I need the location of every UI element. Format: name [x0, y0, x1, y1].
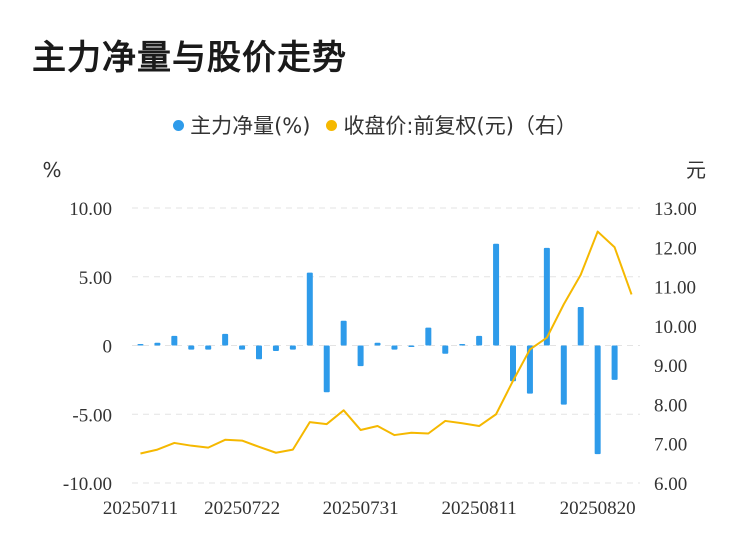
bar	[476, 335, 483, 346]
bar	[171, 335, 178, 346]
bar	[493, 243, 500, 346]
bar	[391, 345, 398, 350]
x-tick-label: 20250711	[103, 498, 178, 519]
bar	[137, 344, 144, 346]
bar	[374, 342, 381, 346]
bar	[560, 345, 567, 405]
y-right-tick-label: 8.00	[654, 395, 687, 416]
axis-labels: 10.00 5.00 0 -5.00 -10.00 13.00 12.00 11.00 10.0…	[42, 158, 706, 519]
legend: 主力净量(%) 收盘价:前复权(元)（右）	[0, 110, 750, 140]
y-left-tick-label: 0	[103, 337, 113, 358]
bar-series	[137, 243, 618, 455]
bar	[510, 345, 516, 382]
bar	[340, 320, 347, 346]
y-right-tick-label: 6.00	[654, 474, 687, 495]
bar	[611, 345, 618, 380]
bar	[577, 307, 584, 346]
bar	[306, 272, 313, 346]
x-tick-label: 20250731	[323, 498, 399, 519]
line-series	[140, 230, 633, 455]
bar	[526, 345, 533, 394]
bar	[222, 333, 229, 346]
bar	[205, 345, 212, 350]
grid-lines	[132, 207, 640, 484]
bar	[154, 342, 161, 346]
bar	[323, 345, 330, 393]
legend-line-marker	[326, 119, 338, 131]
y-left-tick-label: -5.00	[72, 405, 112, 426]
bar	[272, 345, 279, 351]
y-left-tick-label: 10.00	[69, 199, 112, 220]
legend-bar-label: 主力净量(%)	[190, 114, 311, 138]
bar	[425, 327, 432, 346]
legend-bar-marker	[173, 119, 185, 131]
chart-title: 主力净量与股价走势	[32, 38, 347, 78]
y-right-tick-label: 10.00	[654, 317, 697, 338]
bar	[543, 247, 550, 346]
legend-item-bar[interactable]: 主力净量(%)	[173, 110, 310, 140]
legend-item-line[interactable]: 收盘价:前复权(元)（右）	[326, 110, 577, 140]
bar	[442, 345, 449, 354]
y-left-tick-label: -10.00	[63, 474, 112, 495]
bar	[188, 345, 195, 350]
x-tick-label: 20250722	[204, 498, 280, 519]
y-right-tick-label: 9.00	[654, 356, 687, 377]
bar	[239, 345, 246, 350]
y-right-unit: 元	[686, 158, 706, 182]
x-tick-label: 20250811	[441, 498, 516, 519]
y-right-tick-label: 13.00	[654, 199, 697, 220]
y-right-tick-label: 12.00	[654, 238, 697, 259]
bar	[357, 345, 364, 367]
y-left-tick-label: 5.00	[79, 268, 112, 289]
bar	[594, 345, 601, 455]
bar	[459, 344, 466, 346]
bar	[256, 345, 262, 360]
y-left-unit: %	[42, 158, 61, 182]
price-line	[140, 230, 633, 455]
x-tick-label: 20250820	[560, 498, 636, 519]
y-right-tick-label: 11.00	[654, 278, 696, 299]
y-right-tick-label: 7.00	[654, 435, 687, 456]
bar	[289, 345, 296, 350]
bar	[408, 345, 415, 347]
legend-line-label: 收盘价:前复权(元)（右）	[343, 114, 577, 138]
